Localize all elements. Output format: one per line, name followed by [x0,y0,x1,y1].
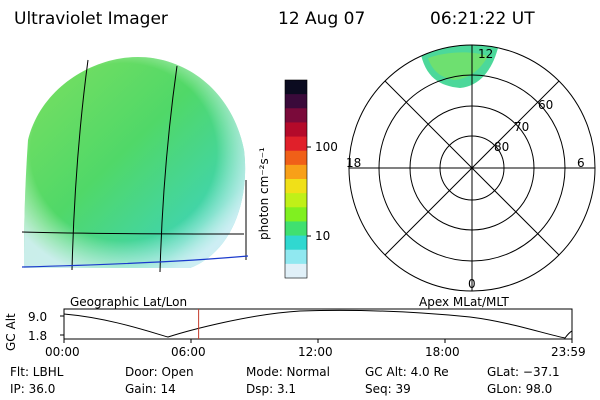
status-seq: Seq: 39 [365,382,411,396]
timeline-plot [60,308,573,343]
timeline-ylabel: GC Alt [4,313,18,351]
mlt-18-label: 18 [346,156,362,170]
instrument-title: Ultraviolet Imager [14,9,168,29]
polar-panel-label: Apex MLat/MLT [419,295,509,309]
mlt-12-label: 12 [478,47,494,61]
colorbar-cell [285,179,307,194]
equator-line [21,255,249,268]
polar-panel [348,44,596,292]
status-glon: GLon: 98.0 [487,382,553,396]
colorbar-tick-100: 100 [315,140,338,154]
xtick-1800: 18:00 [425,345,460,359]
xtick-0600: 06:00 [171,345,206,359]
mlat-80-label: 80 [494,140,510,154]
status-door: Door: Open [125,365,194,379]
colorbar-cell [285,150,307,166]
colorbar-tick-10: 10 [315,229,331,243]
colorbar-cell [285,80,307,95]
colorbar-cell [285,193,307,208]
colorbar [284,79,311,279]
time-label: 06:21:22 UT [430,9,535,29]
status-ip: IP: 36.0 [10,382,56,396]
colorbar-cell [285,164,307,180]
colorbar-cell [285,235,307,251]
longitude-line [159,65,178,273]
date-label: 12 Aug 07 [278,9,366,29]
mlat-70-label: 70 [514,120,530,134]
geo-panel-label: Geographic Lat/Lon [70,295,188,309]
geographic-panel [21,57,249,273]
status-dsp: Dsp: 3.1 [246,382,297,396]
status-gain: Gain: 14 [125,382,176,396]
latitude-line [21,231,245,235]
colorbar-cell [285,221,307,237]
altitude-curve [63,309,573,339]
colorbar-cell [285,249,307,265]
status-glat: GLat: −37.1 [487,365,560,379]
colorbar-cell [285,207,307,222]
status-flt: Flt: LBHL [10,365,64,379]
status-gc-alt: GC Alt: 4.0 Re [365,365,449,379]
mlat-60-label: 60 [538,98,554,112]
colorbar-unit-label: photon cm⁻²s⁻¹ [257,147,271,240]
colorbar-cell [285,263,307,279]
colorbar-cell [285,122,307,138]
colorbar-cell [285,136,307,152]
xtick-0000: 00:00 [45,345,80,359]
colorbar-cell [285,94,307,109]
xtick-1200: 12:00 [298,345,333,359]
ytick-1-8: 1.8 [28,329,48,343]
longitude-line [71,59,89,271]
ytick-9: 9.0 [28,310,48,324]
colorbar-cell [285,108,307,123]
mlt-0-label: 0 [468,277,476,291]
xtick-2359: 23:59 [551,345,586,359]
mlt-6-label: 6 [577,156,585,170]
status-mode: Mode: Normal [246,365,330,379]
